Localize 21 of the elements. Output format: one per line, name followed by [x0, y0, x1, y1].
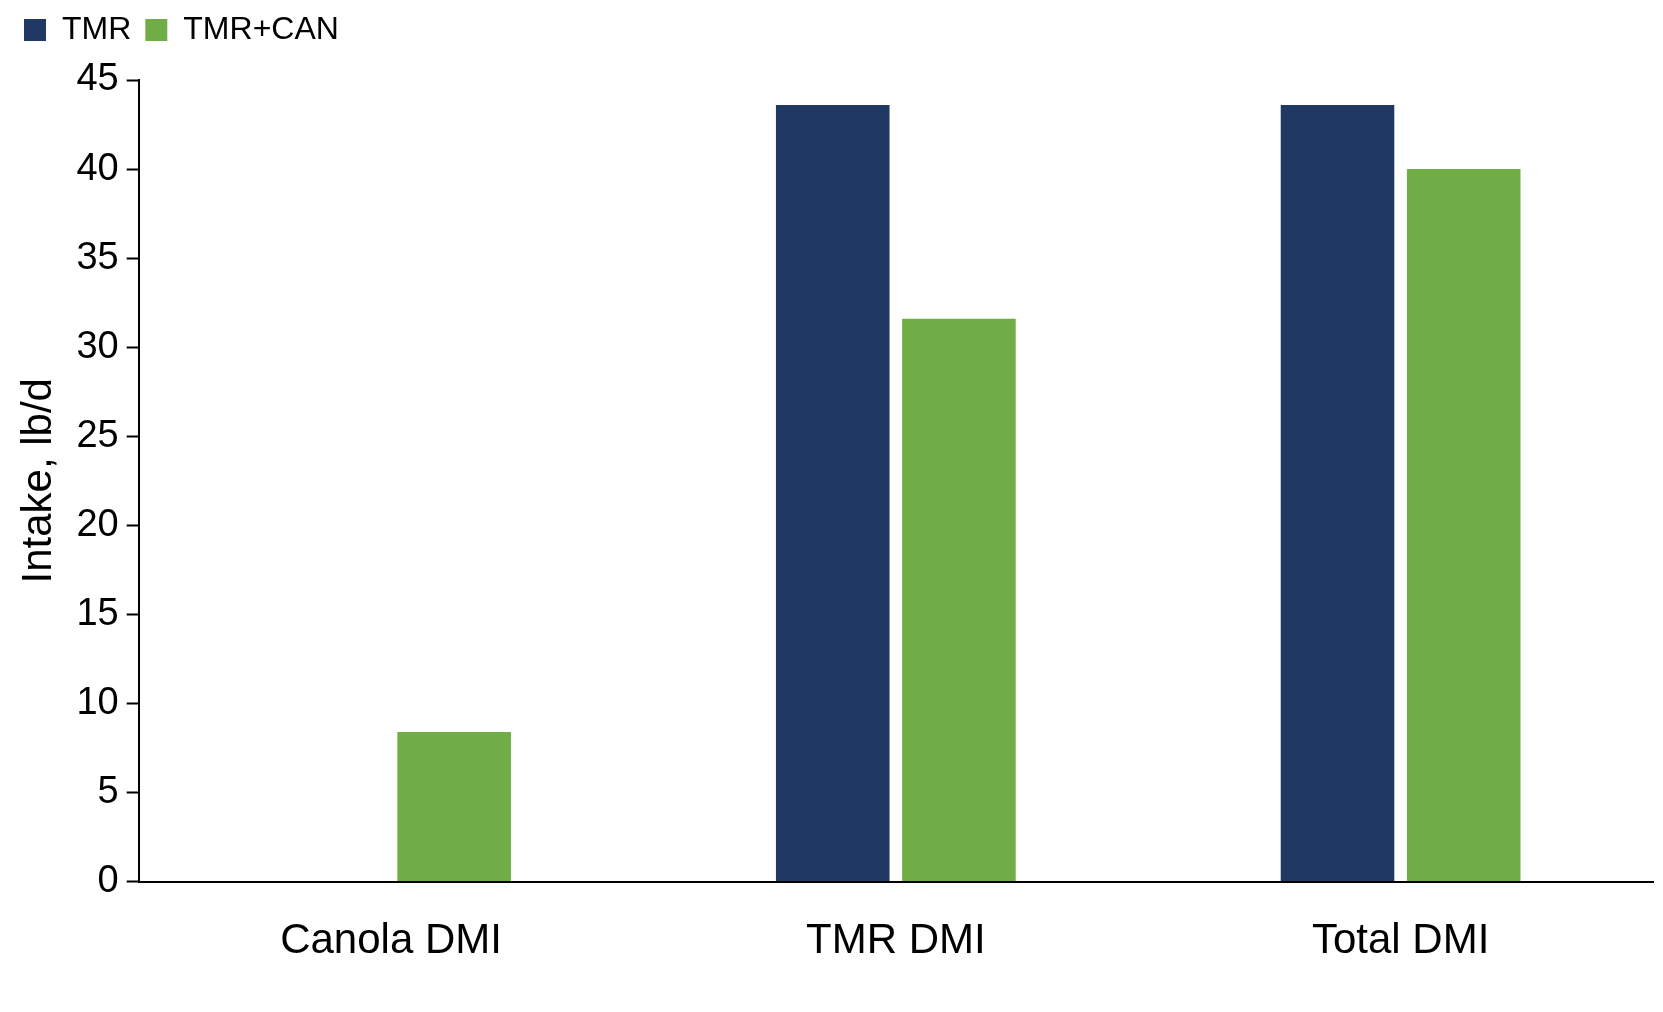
y-tick-label: 15 — [76, 590, 119, 633]
bar — [1280, 104, 1395, 882]
x-tick-label: TMR DMI — [806, 915, 986, 963]
y-tick-label: 0 — [97, 858, 119, 901]
x-tick-label: Canola DMI — [280, 915, 502, 963]
y-tick-label: 10 — [76, 679, 119, 722]
bar — [1406, 169, 1521, 882]
bar — [902, 318, 1016, 882]
bar — [775, 104, 890, 882]
x-tick-label: Total DMI — [1311, 915, 1490, 963]
y-tick-label: 40 — [76, 145, 119, 188]
y-tick-label: 35 — [76, 234, 119, 277]
y-tick-label: 45 — [76, 56, 119, 99]
legend-label: TMR+CAN — [183, 9, 339, 46]
legend-label: TMR — [62, 9, 132, 46]
y-tick-label: 25 — [76, 412, 119, 455]
bar — [397, 731, 511, 882]
y-axis-title: Intake, lb/d — [12, 378, 60, 584]
y-tick-label: 30 — [76, 323, 119, 366]
y-tick-label: 20 — [76, 501, 119, 544]
y-tick-label: 5 — [97, 769, 119, 812]
